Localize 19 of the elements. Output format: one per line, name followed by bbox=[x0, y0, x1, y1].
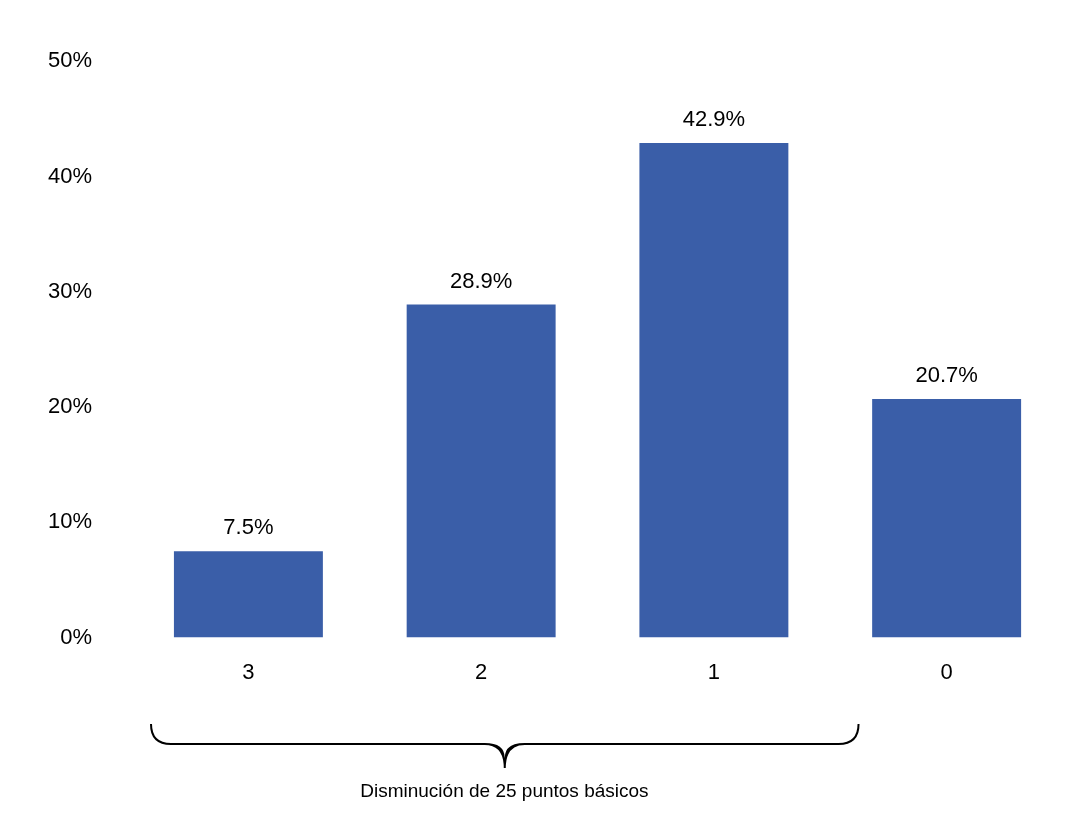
x-tick-label: 0 bbox=[940, 658, 953, 684]
data-label: 42.9% bbox=[682, 106, 746, 132]
y-tick-label: 20% bbox=[47, 393, 93, 419]
y-tick-label: 40% bbox=[47, 162, 93, 188]
data-label: 7.5% bbox=[223, 514, 274, 540]
bar bbox=[872, 398, 1022, 638]
x-tick-label: 2 bbox=[475, 658, 488, 684]
y-tick-label: 30% bbox=[47, 277, 93, 303]
y-tick-label: 50% bbox=[47, 47, 93, 73]
bar bbox=[639, 143, 789, 638]
x-tick-label: 1 bbox=[707, 658, 721, 684]
data-label: 28.9% bbox=[449, 267, 513, 293]
data-label: 20.7% bbox=[915, 362, 978, 388]
bar bbox=[173, 551, 323, 638]
x-tick-label: 3 bbox=[242, 658, 255, 684]
bar bbox=[406, 304, 556, 638]
y-tick-label: 0% bbox=[60, 623, 93, 649]
y-tick-label: 10% bbox=[47, 508, 93, 534]
text: Disminución de 25 puntos básicos bbox=[359, 780, 650, 802]
